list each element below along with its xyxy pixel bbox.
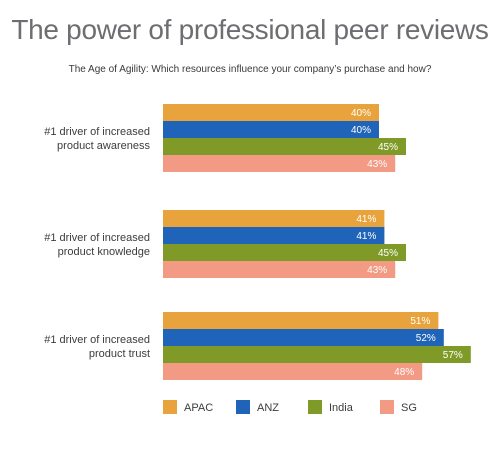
data-label: 45% [378,142,398,153]
legend-label-anz: ANZ [257,402,279,414]
bar-india [163,346,471,363]
legend-label-apac: APAC [184,402,213,414]
category-label-line: #1 driver of increased [44,334,150,346]
bar-sg [163,363,423,380]
data-label: 41% [356,231,376,242]
data-label: 41% [356,214,376,225]
category-label: #1 driver of increased product awareness [44,126,150,152]
bar-apac [163,210,385,227]
data-label: 48% [394,367,414,378]
bar-sg [163,261,396,278]
legend-swatch-sg [380,400,394,414]
bar-anz [163,121,379,138]
bar-india [163,138,406,155]
category-label-line: #1 driver of increased [44,232,150,244]
data-label: 40% [351,125,371,136]
legend-swatch-india [308,400,322,414]
chart-title: The power of professional peer reviews [11,14,489,45]
legend-swatch-anz [236,400,250,414]
data-label: 40% [351,108,371,119]
category-label: #1 driver of increased product trust [44,334,150,360]
category-label-line: product awareness [57,140,150,152]
bar-apac [163,312,439,329]
bar-anz [163,227,385,244]
data-label: 45% [378,248,398,259]
category-label-line: product knowledge [58,246,150,258]
legend-swatch-apac [163,400,177,414]
legend-label-sg: SG [401,402,417,414]
data-label: 57% [443,350,463,361]
data-label: 51% [410,316,430,327]
data-label: 52% [416,333,436,344]
data-label: 43% [367,265,387,276]
category-label-line: product trust [89,348,150,360]
legend-label-india: India [329,402,354,414]
category-label: #1 driver of increased product knowledge [44,232,150,258]
category-label-line: #1 driver of increased [44,126,150,138]
bar-india [163,244,406,261]
data-label: 43% [367,159,387,170]
chart-subtitle: The Age of Agility: Which resources infl… [68,64,432,75]
bar-sg [163,155,396,172]
bar-anz [163,329,444,346]
bar-apac [163,104,379,121]
